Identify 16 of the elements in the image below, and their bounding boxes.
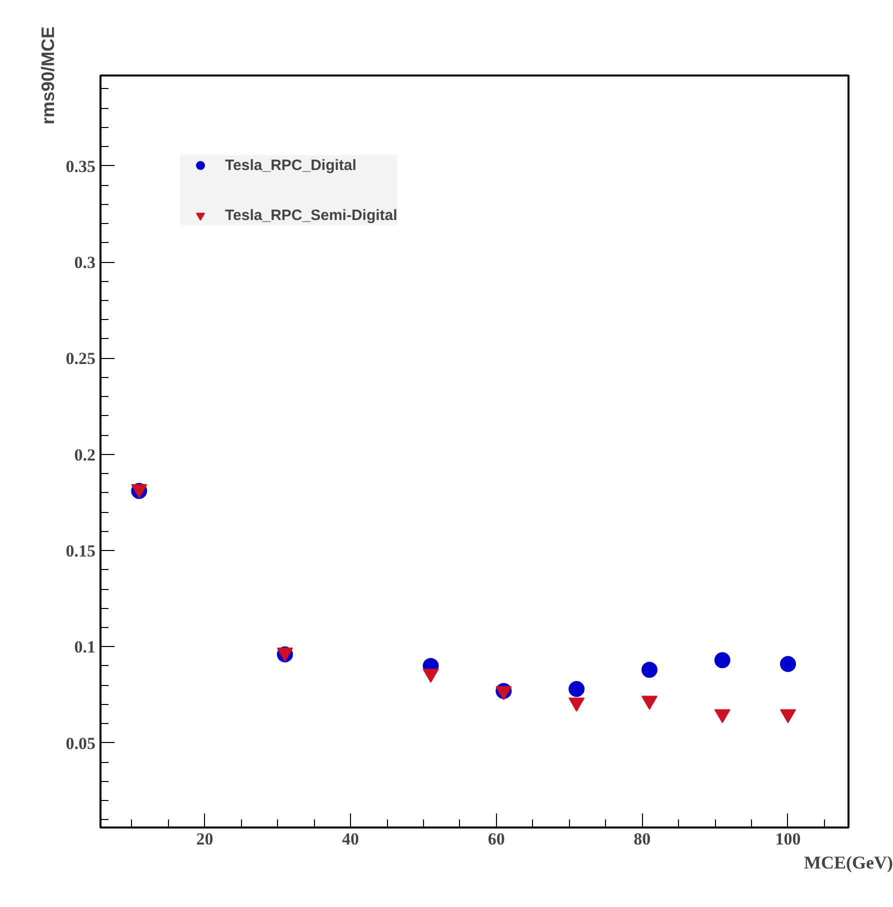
y-tick-label: 0.05 <box>66 734 96 753</box>
y-tick-label: 0.1 <box>74 638 96 657</box>
y-tick-label: 0.2 <box>74 445 96 464</box>
x-tick-label: 100 <box>775 830 801 848</box>
x-tick-label: 80 <box>634 830 651 848</box>
x-tick-label: 60 <box>488 830 505 848</box>
x-tick-label: 20 <box>196 830 214 848</box>
y-tick-label: 0.25 <box>66 349 96 368</box>
x-axis-title: MCE(GeV) <box>804 852 893 872</box>
legend-label: Tesla_RPC_Semi-Digital <box>225 206 398 224</box>
legend-label: Tesla_RPC_Digital <box>225 156 356 174</box>
y-tick-label: 0.15 <box>66 542 96 561</box>
y-tick-label: 0.3 <box>74 253 96 272</box>
x-tick-label: 40 <box>342 830 360 848</box>
y-axis-title: rms90/MCE <box>38 26 58 125</box>
y-tick-label: 0.35 <box>66 156 96 176</box>
